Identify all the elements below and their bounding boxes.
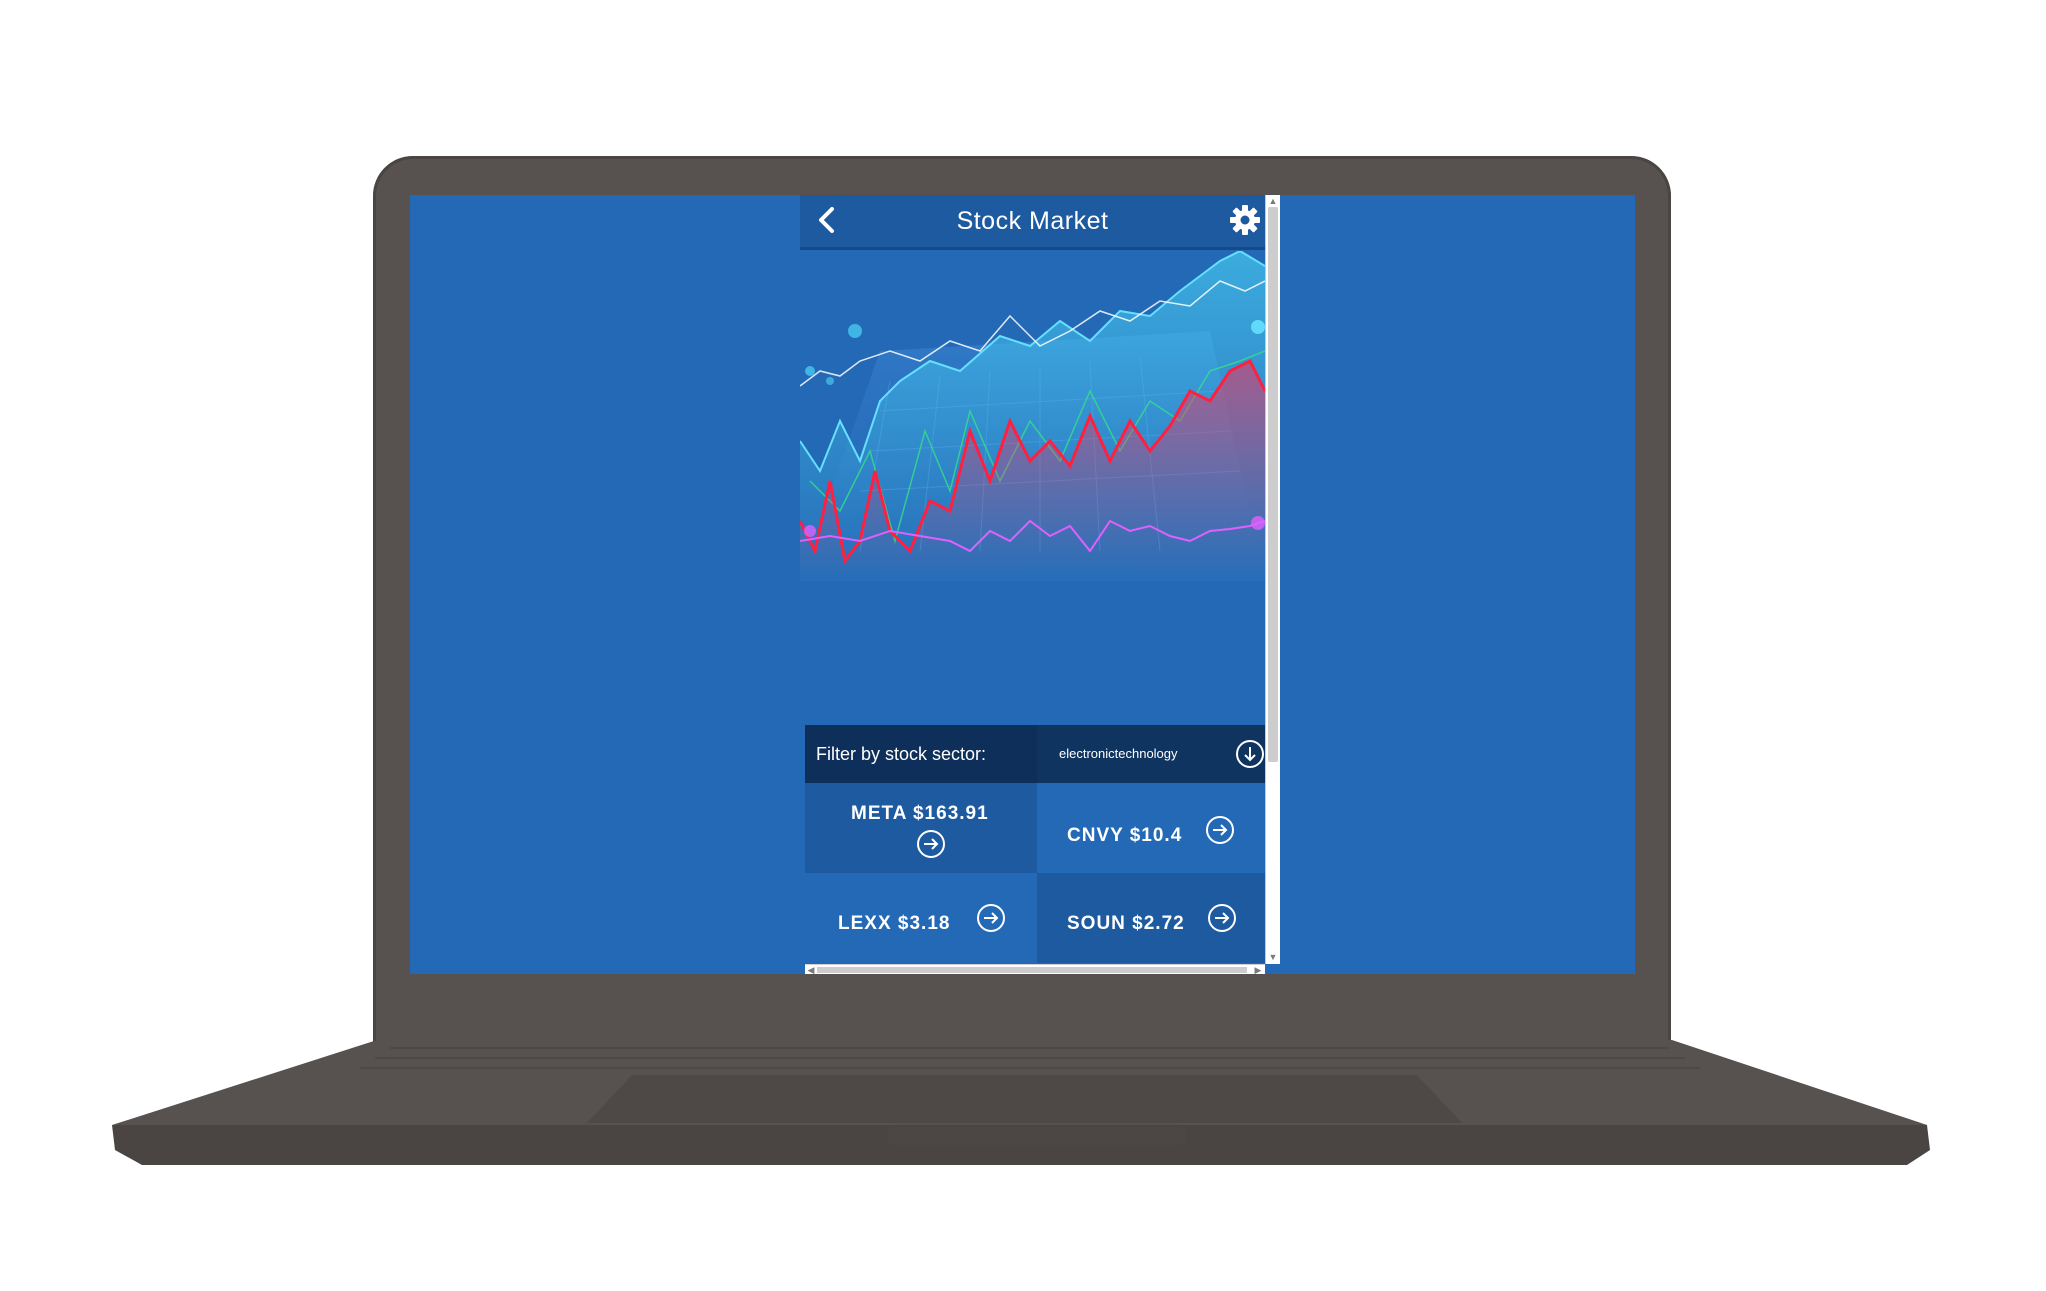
horizontal-scroll-thumb[interactable]	[817, 967, 1247, 973]
circle-arrow-right-icon	[977, 904, 1005, 932]
circle-arrow-right-icon	[1208, 904, 1236, 932]
laptop-screen: Stock Market	[410, 195, 1635, 974]
circle-arrow-down-icon	[1236, 740, 1264, 768]
stock-label: LEXX $3.18	[838, 913, 951, 934]
back-button[interactable]	[808, 201, 846, 239]
laptop-base	[112, 1040, 1930, 1165]
stock-tile-cnvy[interactable]: CNVY $10.4	[1037, 783, 1269, 873]
page-title: Stock Market	[956, 207, 1109, 235]
gear-icon	[1230, 205, 1260, 235]
stock-tile-soun[interactable]: SOUN $2.72	[1037, 873, 1269, 963]
stock-label: CNVY $10.4	[1067, 825, 1183, 846]
sector-dropdown[interactable]: electronictechnology	[1037, 725, 1265, 783]
horizontal-scrollbar[interactable]: ◀ ▶	[805, 964, 1265, 974]
vertical-scroll-thumb[interactable]	[1268, 207, 1278, 762]
stock-chart-illustration	[798, 249, 1267, 883]
sector-dropdown-value: electronictechnology	[1059, 746, 1178, 761]
vertical-scrollbar[interactable]: ▲ ▼	[1265, 195, 1280, 964]
stock-label: SOUN $2.72	[1067, 913, 1185, 934]
circle-arrow-right-icon	[917, 830, 945, 858]
stock-tile-meta[interactable]: META $163.91	[805, 783, 1037, 873]
app-header: Stock Market	[800, 195, 1265, 250]
sector-filter-bar: Filter by stock sector: electronictechno…	[805, 725, 1265, 783]
scroll-up-arrow-icon[interactable]: ▲	[1268, 196, 1278, 206]
scroll-down-arrow-icon[interactable]: ▼	[1268, 952, 1278, 962]
scroll-right-arrow-icon[interactable]: ▶	[1254, 965, 1262, 974]
settings-button[interactable]	[1227, 201, 1263, 239]
filter-label: Filter by stock sector:	[816, 743, 987, 764]
chevron-left-icon	[819, 207, 834, 233]
app-window: Stock Market	[798, 195, 1290, 974]
stock-label: META $163.91	[851, 803, 989, 824]
circle-arrow-right-icon	[1206, 816, 1234, 844]
keyboard	[360, 1047, 1700, 1069]
scroll-left-arrow-icon[interactable]: ◀	[807, 965, 815, 974]
stock-tile-lexx[interactable]: LEXX $3.18	[805, 873, 1037, 963]
